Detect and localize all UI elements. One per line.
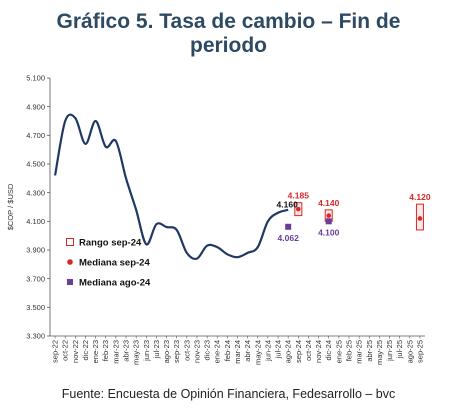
x-tick-label: jul-25: [395, 340, 404, 359]
y-tick-label: 3.900: [26, 246, 45, 255]
x-tick-label: feb-24: [223, 340, 232, 361]
y-tick-label: 3.300: [26, 332, 45, 341]
x-tick-label: dic-23: [203, 340, 212, 360]
legend-label: Rango sep-24: [79, 238, 142, 249]
y-tick-label: 3.700: [26, 274, 45, 283]
x-tick-label: oct-22: [61, 340, 70, 361]
x-tick-label: ago-24: [284, 340, 293, 363]
y-tick-label: 3.500: [26, 303, 45, 312]
y-tick-label: 4.500: [26, 160, 45, 169]
x-tick-label: abr-24: [243, 340, 252, 362]
x-tick-label: oct-23: [182, 340, 191, 361]
x-tick-label: dic-24: [324, 340, 333, 360]
y-tick-label: 4.300: [26, 188, 45, 197]
last-value-label: 4.160: [277, 200, 299, 210]
x-tick-label: mar-25: [355, 340, 364, 364]
x-tick-label: ene-25: [334, 340, 343, 363]
x-tick-label: oct-24: [304, 340, 313, 361]
x-tick-label: ago-23: [162, 340, 171, 363]
median-ago-24-label: 4.062: [278, 233, 300, 243]
median-sep-24-marker: [326, 213, 332, 218]
x-tick-label: may-24: [253, 340, 262, 365]
x-tick-label: abr-23: [122, 340, 131, 362]
x-tick-label: dic-22: [81, 340, 90, 360]
legend-median-ago-marker: [67, 279, 73, 285]
median-sep-24-marker: [296, 206, 301, 212]
x-tick-label: jun-23: [142, 340, 151, 362]
legend-range-marker: [66, 238, 74, 246]
x-tick-label: ago-25: [405, 340, 414, 363]
x-tick-label: sep-24: [294, 340, 303, 363]
chart-title-line-1: Gráfico 5. Tasa de cambio – Fin de: [56, 10, 401, 33]
median-ago-24-label: 4.100: [318, 227, 340, 237]
x-tick-label: mar-23: [111, 340, 120, 364]
y-tick-label: 5.100: [26, 74, 45, 83]
median-sep-24-label: 4.120: [409, 192, 431, 202]
x-tick-label: jul-23: [152, 340, 161, 359]
chart-title-line-2: periodo: [190, 34, 267, 57]
x-tick-label: nov-24: [314, 340, 323, 363]
x-tick-label: feb-25: [344, 340, 353, 361]
exchange-rate-line: [53, 113, 289, 260]
x-tick-label: jun-25: [385, 340, 394, 362]
x-tick-label: sep-22: [51, 340, 60, 363]
x-tick-label: mar-24: [233, 340, 242, 364]
x-tick-label: jun-24: [263, 340, 272, 362]
x-tick-label: sep-25: [415, 340, 424, 363]
median-ago-24-marker: [285, 223, 292, 230]
median-ago-24-marker: [325, 218, 332, 225]
x-tick-label: nov-22: [71, 340, 80, 363]
x-tick-label: ene-24: [213, 340, 222, 363]
x-tick-label: sep-23: [172, 340, 181, 363]
x-tick-label: nov-23: [192, 340, 201, 363]
legend-label: Mediana ago-24: [79, 278, 151, 289]
x-tick-label: abr-25: [365, 340, 374, 362]
y-tick-label: 4.900: [26, 102, 45, 111]
x-tick-label: feb-23: [101, 340, 110, 361]
median-sep-24-label: 4.140: [318, 198, 340, 208]
median-sep-24-label: 4.185: [288, 191, 310, 201]
legend-label: Mediana sep-24: [79, 258, 150, 269]
y-axis-label: $COP / $USD: [6, 183, 15, 230]
y-tick-label: 4.100: [26, 217, 45, 226]
x-tick-label: may-25: [375, 340, 384, 365]
x-tick-label: ene-23: [91, 340, 100, 363]
chart-source: Fuente: Encuesta de Opinión Financiera, …: [61, 387, 396, 401]
chart-title: Gráfico 5. Tasa de cambio – Fin de perio…: [0, 10, 457, 58]
median-sep-24-marker: [417, 216, 423, 221]
y-tick-label: 4.700: [26, 131, 45, 140]
x-tick-label: may-23: [132, 340, 141, 365]
legend-median-sep-marker: [67, 259, 73, 265]
x-tick-label: jul-24: [274, 340, 283, 359]
